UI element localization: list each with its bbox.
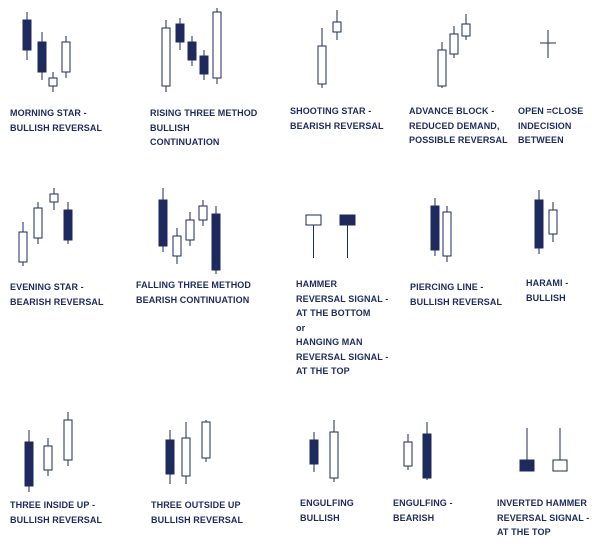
rising-three-candle-1-body <box>161 27 171 87</box>
three-inside-up-candles <box>24 412 73 492</box>
piercing-line-candle-1-body <box>430 205 440 251</box>
harami-candle-1-body <box>534 199 544 249</box>
rising-three-candles <box>161 8 222 92</box>
pattern-three-outside-up: THREE OUTSIDE UP BULLISH REVERSAL <box>140 400 270 550</box>
morning-star-candle-4-body <box>61 41 71 73</box>
caption-three-inside-up: THREE INSIDE UP - BULLISH REVERSAL <box>10 500 103 525</box>
pattern-harami: HARAMI - BULLISH <box>510 180 592 330</box>
pattern-falling-three: FALLING THREE METHOD BEARISH CONTINUATIO… <box>130 180 275 330</box>
three-inside-up-candle-2-body <box>43 445 53 471</box>
hammer-candles <box>305 214 356 258</box>
hanging-man-candle-body <box>339 214 356 226</box>
three-outside-up-candles <box>165 420 211 484</box>
shooting-star-candle-2-body <box>332 21 342 33</box>
pattern-inverted-hammer: INVERTED HAMMER REVERSAL SIGNAL - AT THE… <box>490 400 592 550</box>
rising-three-candle-4-body <box>199 55 209 75</box>
three-outside-up-candle-2-body <box>181 437 191 477</box>
pattern-engulfing-bearish: ENGULFING - BEARISH <box>390 400 490 550</box>
caption-doji: OPEN =CLOSE INDECISION BETWEEN <box>518 106 584 145</box>
pattern-advance-block: ADVANCE BLOCK - REDUCED DEMAND, POSSIBLE… <box>400 0 510 150</box>
advance-block-candle-2-body <box>449 33 459 55</box>
rising-three-candle-5-body <box>212 11 222 79</box>
caption-advance-block: ADVANCE BLOCK - REDUCED DEMAND, POSSIBLE… <box>409 106 508 145</box>
caption-shooting-star: SHOOTING STAR - BEARISH REVERSAL <box>290 106 384 131</box>
advance-block-candles <box>437 14 471 88</box>
pattern-evening-star: EVENING STAR - BEARISH REVERSAL <box>0 180 120 330</box>
caption-harami: HARAMI - BULLISH <box>526 278 569 303</box>
pattern-doji: OPEN =CLOSE INDECISION BETWEEN <box>510 0 592 150</box>
morning-star-candle-2-body <box>37 41 47 73</box>
evening-star-candle-3-body <box>49 193 59 203</box>
evening-star-candle-4-body <box>63 209 73 241</box>
harami-candle-2-body <box>548 209 558 235</box>
inverted-hammer-candles <box>519 428 568 472</box>
piercing-line-candle-2-body <box>442 211 452 257</box>
evening-star-candle-1-body <box>18 231 28 263</box>
morning-star-candles <box>22 12 71 92</box>
engulfing-bearish-candle-1-body <box>403 441 413 467</box>
caption-piercing-line: PIERCING LINE - BULLISH REVERSAL <box>410 282 503 307</box>
falling-three-candle-1-body <box>158 199 168 247</box>
evening-star-candle-2-body <box>33 207 43 239</box>
falling-three-candles <box>158 188 221 274</box>
advance-block-candle-1-body <box>437 49 447 87</box>
advance-block-candle-3-body <box>461 23 471 37</box>
caption-engulfing-bearish: ENGULFING - BEARISH <box>393 498 453 523</box>
piercing-line-candles <box>430 198 452 262</box>
morning-star-candle-3-body <box>48 77 58 87</box>
three-inside-up-candle-1-body <box>24 441 34 487</box>
three-inside-up-candle-3-body <box>63 419 73 461</box>
caption-morning-star: MORNING STAR - BULLISH REVERSAL <box>10 108 103 133</box>
caption-engulfing-bullish: ENGULFING BULLISH <box>300 498 354 523</box>
falling-three-candle-5-body <box>211 213 221 271</box>
pattern-engulfing-bullish: ENGULFING BULLISH <box>280 400 390 550</box>
evening-star-candles <box>18 188 73 266</box>
harami-candles <box>534 190 558 254</box>
inverted-hammer-candle-2-body <box>552 459 568 472</box>
pattern-piercing-line: PIERCING LINE - BULLISH REVERSAL <box>400 180 510 330</box>
shooting-star-candles <box>317 10 342 88</box>
pattern-shooting-star: SHOOTING STAR - BEARISH REVERSAL <box>280 0 390 150</box>
pattern-three-inside-up: THREE INSIDE UP - BULLISH REVERSAL <box>0 400 120 550</box>
engulfing-bullish-candles <box>309 420 339 482</box>
engulfing-bearish-candles <box>403 422 432 480</box>
caption-three-outside-up: THREE OUTSIDE UP BULLISH REVERSAL <box>151 500 244 525</box>
three-outside-up-candle-3-body <box>201 421 211 459</box>
engulfing-bullish-candle-1-body <box>309 439 319 465</box>
caption-falling-three: FALLING THREE METHOD BEARISH CONTINUATIO… <box>136 280 251 305</box>
rising-three-candle-3-body <box>187 41 197 61</box>
falling-three-candle-4-body <box>198 205 208 221</box>
rising-three-candle-2-body <box>175 23 185 43</box>
caption-evening-star: EVENING STAR - BEARISH REVERSAL <box>10 282 104 307</box>
three-outside-up-candle-1-body <box>165 439 175 475</box>
doji-candle <box>540 30 556 58</box>
pattern-morning-star: MORNING STAR - BULLISH REVERSAL <box>0 0 110 150</box>
pattern-rising-three: RISING THREE METHOD BULLISH CONTINUATION <box>140 0 270 150</box>
inverted-hammer-candle-1-body <box>519 459 535 472</box>
pattern-hammer: HAMMER REVERSAL SIGNAL - AT THE BOTTOM o… <box>280 180 405 390</box>
engulfing-bullish-candle-2-body <box>329 431 339 479</box>
morning-star-candle-1-body <box>22 19 32 51</box>
shooting-star-candle-1-body <box>317 45 327 85</box>
falling-three-candle-2-body <box>172 235 182 257</box>
hammer-candle-body <box>305 214 322 226</box>
caption-inverted-hammer: INVERTED HAMMER REVERSAL SIGNAL - AT THE… <box>497 498 590 537</box>
falling-three-candle-3-body <box>185 219 195 241</box>
engulfing-bearish-candle-2-body <box>422 433 432 479</box>
caption-hammer: HAMMER REVERSAL SIGNAL - AT THE BOTTOM o… <box>296 279 389 376</box>
caption-rising-three: RISING THREE METHOD BULLISH CONTINUATION <box>150 108 258 147</box>
